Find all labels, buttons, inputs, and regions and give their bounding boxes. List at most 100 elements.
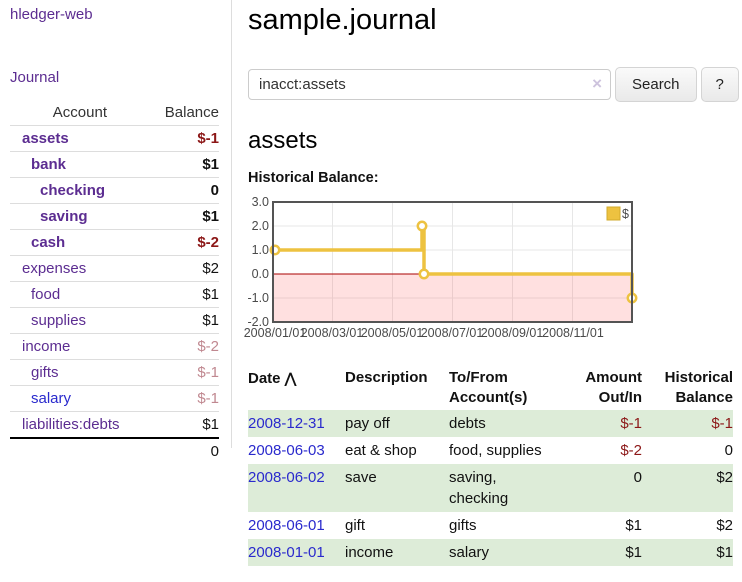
total-balance: 0 bbox=[149, 437, 219, 464]
transaction-row: 2008-06-02 save saving, checking 0 $2 bbox=[248, 464, 733, 512]
transaction-accounts: debts bbox=[449, 415, 486, 432]
account-row: supplies $1 bbox=[10, 307, 219, 334]
transaction-description: save bbox=[345, 469, 377, 486]
negative-region bbox=[273, 274, 632, 322]
transaction-date-link[interactable]: 2008-01-01 bbox=[248, 544, 325, 561]
svg-text:0.0: 0.0 bbox=[252, 267, 269, 281]
account-row: gifts $-1 bbox=[10, 359, 219, 386]
transaction-date-link[interactable]: 2008-06-01 bbox=[248, 517, 325, 534]
transaction-amount: $-2 bbox=[620, 442, 642, 459]
sidebar-item-journal[interactable]: Journal bbox=[10, 69, 60, 86]
app-title[interactable]: hledger-web bbox=[10, 6, 93, 23]
transaction-row: 2008-06-01 gift gifts $1 $2 bbox=[248, 512, 733, 539]
account-row: saving $1 bbox=[10, 203, 219, 230]
account-link-liabilities-debts[interactable]: liabilities:debts bbox=[22, 416, 120, 433]
account-row: income $-2 bbox=[10, 333, 219, 360]
account-row: bank $1 bbox=[10, 151, 219, 178]
x-axis-labels: 2008/01/01 2008/03/01 2008/05/01 2008/07… bbox=[244, 326, 604, 340]
account-link-food[interactable]: food bbox=[31, 286, 61, 303]
column-header-accounts: To/From Account(s) bbox=[449, 369, 528, 406]
svg-text:-2.0: -2.0 bbox=[247, 315, 269, 329]
svg-text:2.0: 2.0 bbox=[252, 219, 269, 233]
search-button[interactable]: Search bbox=[615, 66, 697, 102]
account-link-cash[interactable]: cash bbox=[31, 234, 66, 251]
transaction-description: income bbox=[345, 544, 394, 561]
svg-text:3.0: 3.0 bbox=[252, 195, 269, 209]
account-row: assets $-1 bbox=[10, 125, 219, 152]
account-balance: $-2 bbox=[149, 333, 219, 360]
transaction-description: pay off bbox=[345, 415, 390, 432]
account-link-checking[interactable]: checking bbox=[40, 182, 106, 199]
transaction-amount: $1 bbox=[625, 517, 642, 534]
transaction-accounts: salary bbox=[449, 544, 490, 561]
transaction-date-link[interactable]: 2008-06-02 bbox=[248, 469, 325, 486]
column-header-balance: Balance bbox=[164, 104, 219, 121]
transaction-row: 2008-06-03 eat & shop food, supplies $-2… bbox=[248, 437, 733, 464]
account-balance: $-1 bbox=[149, 385, 219, 412]
account-row: food $1 bbox=[10, 281, 219, 308]
transaction-date-link[interactable]: 2008-12-31 bbox=[248, 415, 325, 432]
transaction-amount: $1 bbox=[625, 544, 642, 561]
account-link-supplies[interactable]: supplies bbox=[31, 312, 87, 329]
svg-text:2008/11/01: 2008/11/01 bbox=[542, 326, 604, 340]
transaction-amount: 0 bbox=[633, 469, 642, 486]
chart-title: Historical Balance: bbox=[248, 170, 379, 186]
column-header-balance: Historical Balance bbox=[664, 369, 733, 406]
main-content: sample.journal × Search ? assets Histori… bbox=[233, 0, 742, 566]
account-balance: $1 bbox=[149, 281, 219, 308]
svg-text:2008/05/01: 2008/05/01 bbox=[361, 326, 424, 340]
svg-text:2008/01/01: 2008/01/01 bbox=[244, 326, 306, 340]
page-title: sample.journal bbox=[248, 4, 437, 36]
account-link-saving[interactable]: saving bbox=[40, 208, 88, 225]
transaction-balance: $1 bbox=[716, 544, 733, 561]
account-balance: $1 bbox=[149, 307, 219, 334]
total-row: 0 bbox=[10, 437, 219, 464]
transaction-date-link[interactable]: 2008-06-03 bbox=[248, 442, 325, 459]
transaction-balance: $-1 bbox=[711, 415, 733, 432]
column-header-date[interactable]: Date ⋀ bbox=[248, 370, 297, 387]
balance-line-chart: $ 3.0 2.0 1.0 0.0 -1.0 -2.0 2008/01/01 2… bbox=[244, 195, 638, 340]
account-row: cash $-2 bbox=[10, 229, 219, 256]
transaction-row: 2008-01-01 income salary $1 $1 bbox=[248, 539, 733, 566]
account-link-gifts[interactable]: gifts bbox=[31, 364, 59, 381]
account-link-assets[interactable]: assets bbox=[22, 130, 69, 147]
account-heading: assets bbox=[248, 127, 318, 154]
account-link-bank[interactable]: bank bbox=[31, 156, 67, 173]
column-header-account: Account bbox=[52, 104, 107, 121]
account-row: liabilities:debts $1 bbox=[10, 411, 219, 438]
search-form: × Search ? bbox=[248, 65, 742, 103]
clear-search-icon[interactable]: × bbox=[592, 73, 602, 93]
legend-label: $ bbox=[622, 207, 629, 221]
transaction-description: eat & shop bbox=[345, 442, 417, 459]
transaction-accounts: gifts bbox=[449, 517, 477, 534]
svg-text:2008/03/01: 2008/03/01 bbox=[301, 326, 364, 340]
account-row: salary $-1 bbox=[10, 385, 219, 412]
transaction-balance: $2 bbox=[716, 469, 733, 486]
account-link-expenses[interactable]: expenses bbox=[22, 260, 87, 277]
column-header-amount: Amount Out/In bbox=[585, 369, 642, 406]
account-balance: 0 bbox=[149, 177, 219, 204]
transaction-balance: $2 bbox=[716, 517, 733, 534]
sidebar: hledger-web Journal Account Balance asse… bbox=[0, 0, 232, 464]
transaction-accounts: food, supplies bbox=[449, 442, 542, 459]
column-header-description: Description bbox=[345, 369, 428, 386]
account-balance-table: Account Balance assets $-1 bank $1 check… bbox=[10, 100, 219, 464]
transaction-amount: $-1 bbox=[620, 415, 642, 432]
y-axis-labels: 3.0 2.0 1.0 0.0 -1.0 -2.0 bbox=[247, 195, 269, 329]
svg-text:1.0: 1.0 bbox=[252, 243, 269, 257]
account-balance: $1 bbox=[149, 151, 219, 178]
sort-ascending-icon: ⋀ bbox=[284, 370, 297, 386]
account-balance: $1 bbox=[149, 203, 219, 230]
svg-text:-1.0: -1.0 bbox=[247, 291, 269, 305]
account-link-income[interactable]: income bbox=[22, 338, 71, 355]
account-balance: $-2 bbox=[149, 229, 219, 256]
account-balance: $2 bbox=[149, 255, 219, 282]
legend-swatch bbox=[606, 206, 621, 221]
search-input[interactable] bbox=[248, 68, 611, 100]
account-row: checking 0 bbox=[10, 177, 219, 204]
svg-text:2008/09/01: 2008/09/01 bbox=[481, 326, 544, 340]
account-balance: $1 bbox=[149, 411, 219, 438]
account-link-salary[interactable]: salary bbox=[31, 390, 72, 407]
help-button[interactable]: ? bbox=[700, 66, 739, 102]
historical-balance-chart: $ 3.0 2.0 1.0 0.0 -1.0 -2.0 2008/01/01 2… bbox=[244, 192, 742, 346]
